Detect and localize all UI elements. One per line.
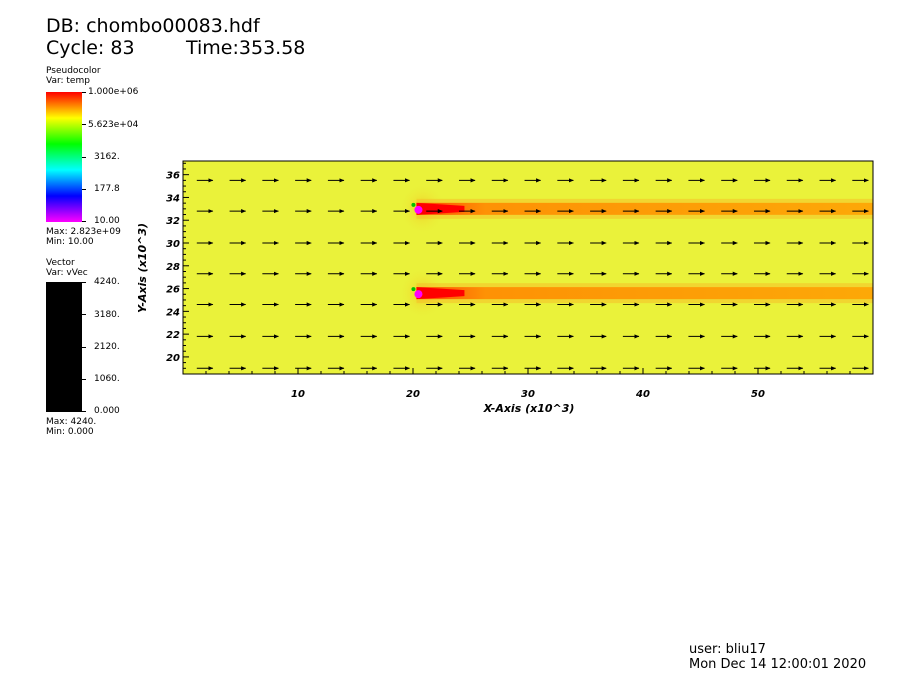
vec-tick-label: 2120. [94,342,120,352]
pc-tick-label: 5.623e+04 [88,120,139,130]
x-axis-title: X-Axis (x10^3) [483,402,575,415]
pseudocolor-legend-var: Var: temp [46,76,90,86]
field-background [183,161,873,374]
y-tick-label: 32 [166,216,180,227]
pc-tick-mark [82,189,86,190]
x-tick-label: 10 [291,389,305,400]
pc-tick-label: 3162. [94,152,120,162]
y-tick-label: 26 [166,285,180,296]
x-tick-label: 20 [406,389,420,400]
plume-core [416,202,465,215]
pc-tick-mark [82,92,86,93]
axes: 10 20 30 40 50 20 22 24 26 28 30 32 34 36 [166,160,874,400]
y-tick-label: 28 [166,262,180,273]
pc-tick-label: 1.000e+06 [88,87,139,97]
plume [416,202,873,215]
hot-spot-source [414,205,423,214]
pc-tick-label: 10.00 [94,216,120,226]
vec-tick-label: 4240. [94,277,120,287]
pc-tick-label: 177.8 [94,184,120,194]
vec-tick-mark [82,411,86,412]
hot-spot-source [414,290,423,299]
hot-spot-edge [411,202,416,207]
vec-tick-label: 3180. [94,310,120,320]
pseudocolor-min: Min: 10.00 [46,237,94,247]
vec-tick-mark [82,347,86,348]
plume [416,287,873,300]
time-label: Time:353.58 [186,37,306,59]
vector-legend-title: Vector [46,258,75,268]
pseudocolor-color-bar [46,92,82,222]
y-tick-label: 22 [166,330,180,341]
vec-tick-mark [82,282,86,283]
x-tick-label: 50 [751,389,765,400]
vec-tick-label: 0.000 [94,406,120,416]
y-tick-label: 36 [166,171,180,182]
vector-color-bar [46,282,82,412]
date-label: Mon Dec 14 12:00:01 2020 [689,657,867,672]
temperature-field [183,161,873,374]
vec-tick-label: 1060. [94,374,120,384]
pc-tick-mark [82,157,86,158]
y-tick-label: 20 [166,353,180,364]
y-tick-label: 30 [166,239,180,250]
x-tick-label: 40 [635,389,650,400]
x-tick-label: 30 [521,389,535,400]
user-label: user: bliu17 [689,642,766,657]
vec-tick-mark [82,314,86,315]
vec-tick-mark [82,379,86,380]
plume-core [416,287,465,300]
vector-min: Min: 0.000 [46,427,94,437]
y-axis-title: Y-Axis (x10^3) [136,223,149,313]
vector-legend-var: Var: vVec [46,268,88,278]
y-tick-label: 24 [166,307,180,318]
database-title: DB: chombo00083.hdf [46,15,260,37]
cycle-label: Cycle: 83 [46,37,135,59]
pc-tick-mark [82,221,86,222]
velocity-vectors [196,178,869,371]
y-tick-label: 34 [166,193,180,204]
vector-max: Max: 4240. [46,417,97,427]
pseudocolor-legend-title: Pseudocolor [46,66,101,76]
hot-spot-edge [411,287,416,292]
pseudocolor-max: Max: 2.823e+09 [46,227,121,237]
pc-tick-mark [82,124,86,125]
